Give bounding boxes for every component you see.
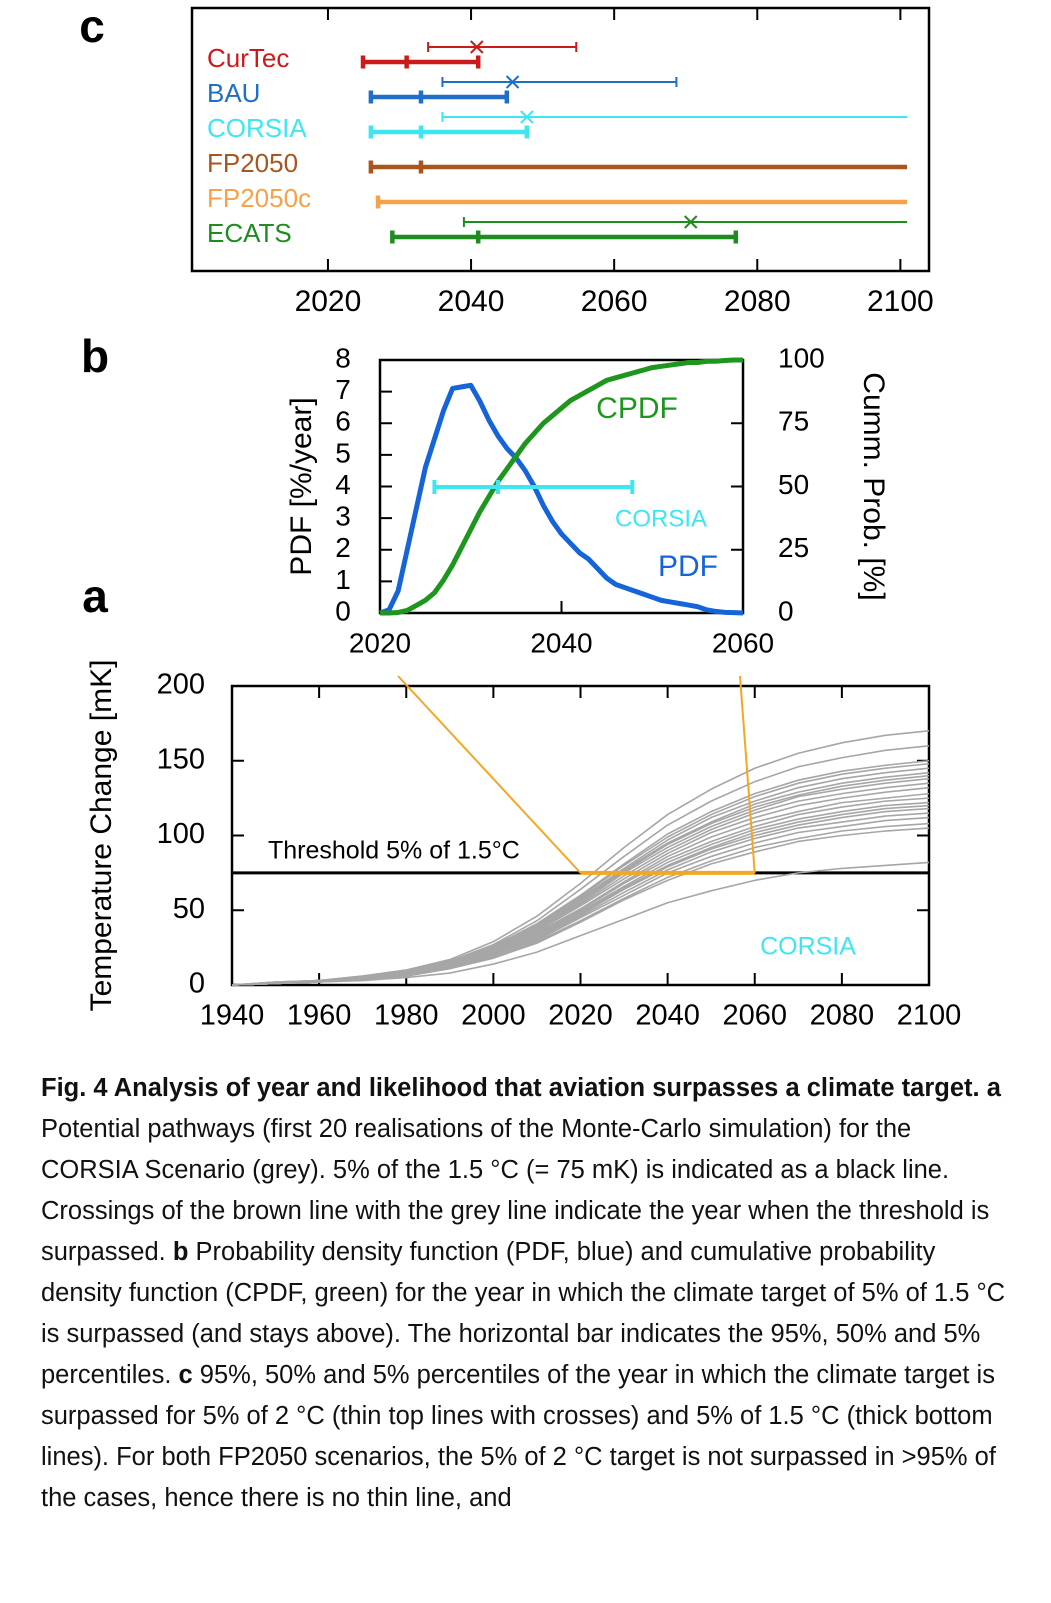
panel-label: b bbox=[81, 330, 109, 382]
x-tick-label: 2040 bbox=[635, 1000, 700, 1032]
y2-tick-label: 0 bbox=[778, 595, 794, 626]
y-axis-label: Temperature Change [mK] bbox=[85, 660, 118, 1012]
x-tick-label: 1980 bbox=[374, 1000, 439, 1032]
panel-label: c bbox=[79, 0, 105, 52]
y2-tick-label: 25 bbox=[778, 532, 809, 563]
caption-text: 95%, 50% and 5% percentiles of the year … bbox=[41, 1361, 996, 1512]
y2-tick-label: 100 bbox=[778, 342, 825, 373]
y-tick-label: 200 bbox=[157, 669, 205, 701]
caption-text: Probability density function (PDF, blue)… bbox=[41, 1238, 1006, 1389]
legend-label: FP2050 bbox=[207, 148, 298, 178]
y-tick-label: 0 bbox=[335, 595, 351, 626]
x-tick-label: 2060 bbox=[581, 285, 648, 318]
y-tick-label: 100 bbox=[157, 818, 205, 850]
caption-bold: b bbox=[172, 1238, 189, 1266]
x-tick-label: 2000 bbox=[461, 1000, 526, 1032]
median-cross bbox=[520, 110, 534, 124]
series-label: PDF bbox=[658, 550, 718, 583]
x-tick-label: 1960 bbox=[287, 1000, 352, 1032]
series-label: CPDF bbox=[596, 392, 678, 425]
connector bbox=[739, 675, 756, 873]
x-tick-label: 2080 bbox=[724, 285, 791, 318]
caption-bold: c bbox=[178, 1361, 193, 1389]
y2-tick-label: 50 bbox=[778, 469, 809, 500]
series-line bbox=[231, 786, 930, 986]
x-tick-label: 2100 bbox=[867, 285, 934, 318]
x-tick-label: 2020 bbox=[548, 1000, 613, 1032]
x-tick-label: 1940 bbox=[200, 1000, 265, 1032]
legend-label: BAU bbox=[207, 78, 260, 108]
legend-label: CurTec bbox=[207, 43, 289, 73]
x-tick-label: 2080 bbox=[810, 1000, 875, 1032]
x-tick-label: 2100 bbox=[897, 1000, 962, 1032]
y2-tick-label: 75 bbox=[778, 406, 809, 437]
percentile-label: CORSIA bbox=[615, 505, 707, 532]
y-tick-label: 0 bbox=[189, 968, 205, 1000]
x-tick-label: 2020 bbox=[349, 627, 411, 658]
panel-label: a bbox=[82, 570, 108, 622]
y-tick-label: 2 bbox=[335, 532, 351, 563]
series-line bbox=[380, 357, 743, 616]
connector bbox=[397, 675, 582, 874]
series-line bbox=[231, 827, 930, 986]
y-tick-label: 8 bbox=[335, 342, 351, 373]
plot-frame bbox=[190, 6, 931, 273]
series-line bbox=[231, 861, 930, 986]
y-tick-label: 50 bbox=[173, 893, 205, 925]
series-line bbox=[379, 382, 744, 616]
median-cross bbox=[505, 75, 520, 89]
y-tick-label: 6 bbox=[335, 406, 351, 437]
x-tick-label: 2060 bbox=[722, 1000, 787, 1032]
caption-bold: Fig. 4 Analysis of year and likelihood t… bbox=[41, 1074, 980, 1102]
x-tick-label: 2060 bbox=[712, 627, 774, 658]
median-cross bbox=[684, 215, 698, 229]
annotation: CORSIA bbox=[760, 933, 856, 961]
x-tick-label: 2020 bbox=[295, 285, 362, 318]
median-cross bbox=[470, 40, 484, 54]
legend-label: FP2050c bbox=[207, 183, 311, 213]
y-tick-label: 7 bbox=[335, 374, 351, 405]
y-tick-label: 4 bbox=[335, 469, 351, 500]
y-tick-label: 3 bbox=[335, 501, 351, 532]
threshold-label: Threshold 5% of 1.5°C bbox=[268, 836, 520, 864]
y-tick-label: 1 bbox=[335, 564, 351, 595]
x-tick-label: 2040 bbox=[438, 285, 505, 318]
legend-label: ECATS bbox=[207, 218, 292, 248]
y-axis-label: PDF [%/year] bbox=[285, 397, 318, 575]
legend-label: CORSIA bbox=[207, 113, 307, 143]
y-tick-label: 150 bbox=[157, 743, 205, 775]
y2-axis-label: Cumm. Prob. [%] bbox=[857, 372, 890, 600]
series-line bbox=[231, 745, 930, 986]
caption-bold: a bbox=[986, 1074, 1001, 1102]
x-tick-label: 2040 bbox=[530, 627, 592, 658]
caption: Fig. 4 Analysis of year and likelihood t… bbox=[41, 1068, 1013, 1519]
caption-text: Potential pathways (first 20 realisation… bbox=[41, 1115, 990, 1266]
y-tick-label: 5 bbox=[335, 437, 351, 468]
